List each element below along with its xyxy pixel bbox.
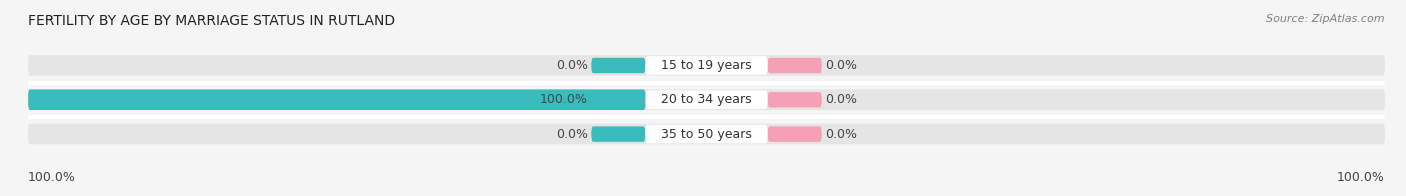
Text: 20 to 34 years: 20 to 34 years — [661, 93, 752, 106]
FancyBboxPatch shape — [591, 92, 645, 108]
Text: 0.0%: 0.0% — [555, 128, 588, 141]
FancyBboxPatch shape — [28, 55, 1385, 76]
FancyBboxPatch shape — [768, 92, 823, 108]
Text: 100.0%: 100.0% — [1337, 171, 1385, 184]
FancyBboxPatch shape — [645, 125, 768, 143]
Text: 0.0%: 0.0% — [825, 93, 858, 106]
FancyBboxPatch shape — [645, 56, 768, 75]
FancyBboxPatch shape — [28, 89, 1385, 110]
Text: 15 to 19 years: 15 to 19 years — [661, 59, 752, 72]
FancyBboxPatch shape — [28, 124, 1385, 144]
Text: 100.0%: 100.0% — [540, 93, 588, 106]
Text: 0.0%: 0.0% — [825, 59, 858, 72]
FancyBboxPatch shape — [591, 126, 645, 142]
Text: FERTILITY BY AGE BY MARRIAGE STATUS IN RUTLAND: FERTILITY BY AGE BY MARRIAGE STATUS IN R… — [28, 14, 395, 28]
Text: 100.0%: 100.0% — [28, 171, 76, 184]
Text: 35 to 50 years: 35 to 50 years — [661, 128, 752, 141]
Text: 0.0%: 0.0% — [555, 59, 588, 72]
FancyBboxPatch shape — [645, 91, 768, 109]
FancyBboxPatch shape — [28, 89, 645, 110]
FancyBboxPatch shape — [591, 58, 645, 73]
Text: 0.0%: 0.0% — [825, 128, 858, 141]
Text: Source: ZipAtlas.com: Source: ZipAtlas.com — [1267, 14, 1385, 24]
FancyBboxPatch shape — [768, 126, 823, 142]
FancyBboxPatch shape — [768, 58, 823, 73]
